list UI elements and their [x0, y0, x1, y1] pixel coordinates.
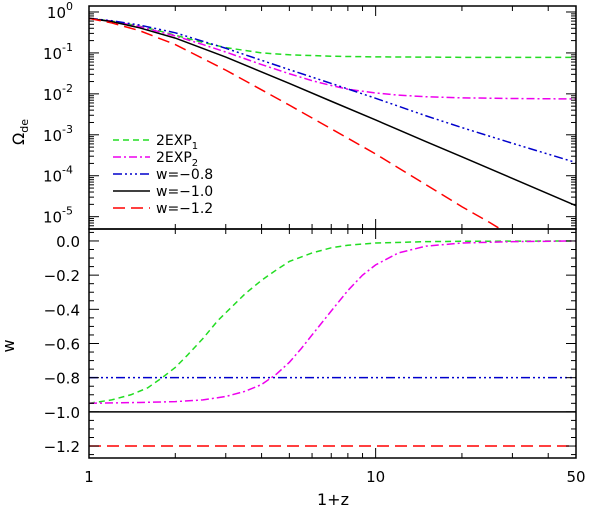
legend-label: 2EXP2 [156, 150, 198, 169]
w-series-2exp1 [89, 240, 576, 405]
y-tick-label: 100 [47, 0, 73, 22]
legend-label: w=−1.2 [156, 201, 213, 217]
y-tick-label: −0.2 [44, 267, 80, 285]
x-tick-label: 50 [566, 468, 585, 486]
y-tick-label: −0.4 [44, 301, 80, 319]
y-tick-label: −0.6 [44, 336, 80, 354]
y-tick-label: −0.8 [44, 370, 80, 388]
w-axis-label: w [0, 339, 18, 352]
x-tick-label: 10 [366, 468, 385, 486]
omega-series-w-1-2 [89, 17, 502, 229]
omega-symbol: Ω [9, 133, 28, 145]
omega-series-2exp2 [89, 17, 576, 100]
legend-label: w=−0.8 [156, 167, 213, 183]
y-tick-label: 10-2 [43, 82, 73, 104]
y-tick-label: 10-3 [43, 123, 73, 145]
legend-label: 2EXP1 [156, 133, 198, 152]
omega-series-2exp1 [89, 17, 576, 59]
w-panel: 0.0 −0.2 −0.4 −0.6 −0.8 −1.0 −1.2 1 10 50 w 1+z [0, 228, 586, 509]
y-tick-label: 10-5 [43, 205, 73, 227]
omega-series-w-0-8 [89, 17, 576, 164]
omega-series-w-1-0 [89, 17, 576, 207]
w-series-2exp2 [89, 240, 576, 405]
x-axis-label: 1+z [317, 490, 349, 509]
legend-label: w=−1.0 [156, 184, 213, 200]
omega-subscript: de [18, 119, 31, 133]
y-tick-label: 10-1 [43, 41, 73, 63]
y-tick-label: −1.0 [44, 404, 80, 422]
x-tick-label: 1 [84, 468, 94, 486]
y-tick-label: 10-4 [43, 164, 73, 186]
y-tick-label: −1.2 [44, 438, 80, 456]
omega-de-axis-label: Ωde [9, 119, 31, 145]
bottom-panel-frame [88, 228, 577, 459]
y-tick-label: 0.0 [56, 233, 80, 251]
